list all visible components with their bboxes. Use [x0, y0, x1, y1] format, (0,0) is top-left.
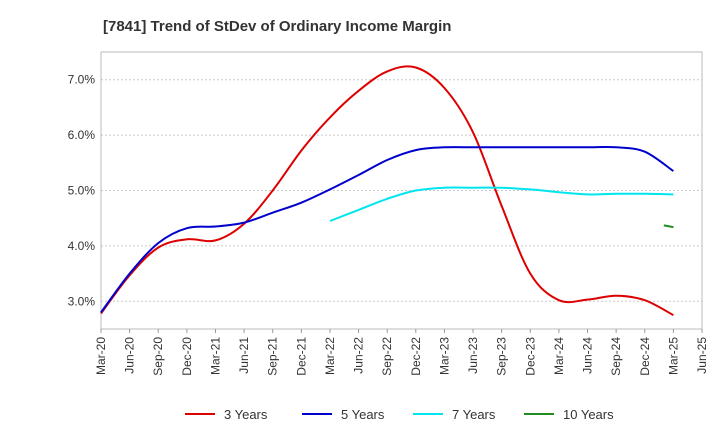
x-tick-label: Mar-24: [552, 337, 566, 375]
x-tick-label: Dec-22: [409, 337, 423, 376]
x-axis: Mar-20 Jun-20 Sep-20 Dec-20 Mar-21 Jun-21 Sep-…: [94, 329, 709, 376]
chart-title: [7841] Trend of StDev of Ordinary Income…: [103, 18, 451, 35]
x-tick-label: Mar-22: [323, 337, 337, 375]
series-lines: [100, 65, 674, 316]
series-line-3-years: [100, 65, 674, 316]
x-tick-label: Jun-21: [237, 337, 251, 374]
x-tick-label: Dec-20: [180, 337, 194, 376]
y-tick-label: 5.0%: [68, 184, 96, 198]
legend: 3 Years 5 Years 7 Years 10 Years: [185, 407, 614, 422]
legend-label-3-years: 3 Years: [224, 407, 268, 422]
x-tick-label: Jun-25: [695, 337, 709, 374]
y-tick-label: 6.0%: [68, 128, 96, 142]
y-tick-label: 7.0%: [68, 73, 96, 87]
y-axis: 3.0% 4.0% 5.0% 6.0% 7.0%: [68, 73, 96, 309]
y-tick-label: 4.0%: [68, 239, 96, 253]
x-tick-label: Sep-22: [380, 337, 394, 376]
x-tick-label: Mar-23: [437, 337, 451, 375]
x-tick-label: Sep-24: [609, 337, 623, 376]
legend-label-10-years: 10 Years: [563, 407, 614, 422]
legend-label-7-years: 7 Years: [452, 407, 496, 422]
x-tick-label: Sep-20: [151, 337, 165, 376]
x-tick-label: Jun-24: [581, 337, 595, 374]
legend-label-5-years: 5 Years: [341, 407, 385, 422]
gridlines: [101, 79, 702, 302]
x-tick-label: Mar-21: [208, 337, 222, 375]
x-tick-label: Jun-22: [352, 337, 366, 374]
x-tick-label: Mar-25: [666, 337, 680, 375]
x-tick-label: Sep-23: [495, 337, 509, 376]
x-tick-label: Sep-21: [266, 337, 280, 376]
x-tick-label: Jun-23: [466, 337, 480, 374]
x-tick-label: Dec-23: [523, 337, 537, 376]
y-tick-label: 3.0%: [68, 294, 96, 308]
x-tick-label: Mar-20: [94, 337, 108, 375]
x-tick-label: Jun-20: [123, 337, 137, 374]
plot-area: [100, 51, 703, 330]
series-line-10-years: [663, 224, 674, 229]
series-line-5-years: [100, 145, 674, 313]
x-tick-label: Dec-24: [638, 337, 652, 376]
x-tick-label: Dec-21: [294, 337, 308, 376]
series-line-7-years: [329, 186, 674, 222]
